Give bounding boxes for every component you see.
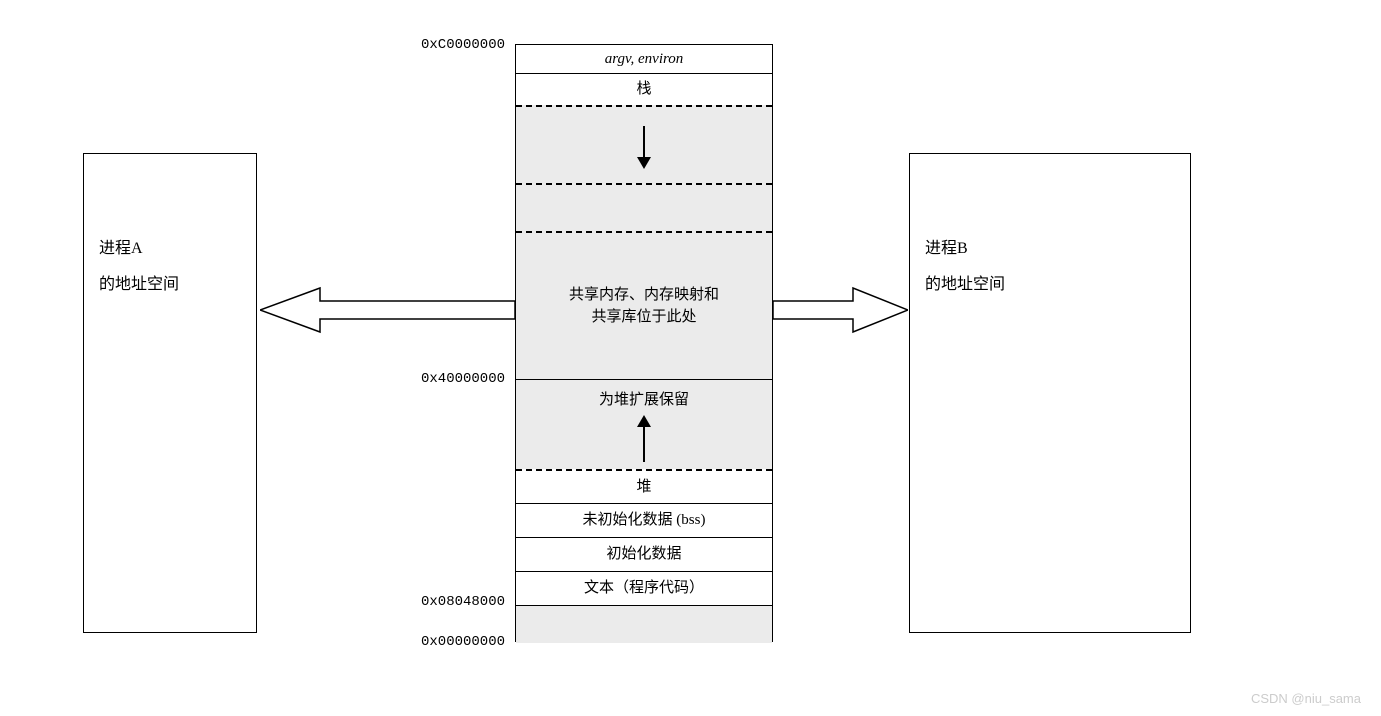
memory-segment-5: 为堆扩展保留 [516, 379, 772, 469]
arrow-right [773, 286, 908, 334]
memory-segment-9: 文本（程序代码） [516, 571, 772, 605]
segment-label: argv, environ [605, 48, 684, 71]
memory-segment-10 [516, 605, 772, 643]
memory-segment-4: 共享内存、内存映射和 共享库位于此处 [516, 231, 772, 379]
memory-layout-column: argv, environ 栈共享内存、内存映射和 共享库位于此处为堆扩展保留堆未… [515, 44, 773, 642]
process-a-label-1: 进程A [99, 234, 241, 258]
watermark: CSDN @niu_sama [1251, 691, 1361, 706]
process-a-box: 进程A 的地址空间 [83, 153, 257, 633]
process-b-box: 进程B 的地址空间 [909, 153, 1191, 633]
memory-segment-0: argv, environ [516, 45, 772, 73]
segment-label: 共享内存、内存映射和 共享库位于此处 [569, 284, 719, 329]
arrow-up-icon [634, 415, 654, 464]
memory-segment-6: 堆 [516, 469, 772, 503]
segment-label: 堆 [636, 476, 651, 499]
process-b-label-1: 进程B [925, 234, 1175, 258]
address-label-3: 0x00000000 [421, 634, 505, 650]
process-a-label-2: 的地址空间 [99, 270, 241, 294]
memory-segment-1: 栈 [516, 73, 772, 105]
address-label-2: 0x08048000 [421, 594, 505, 610]
address-label-1: 0x40000000 [421, 371, 505, 387]
segment-label: 初始化数据 [606, 543, 681, 566]
arrow-down-icon [634, 124, 654, 173]
memory-segment-8: 初始化数据 [516, 537, 772, 571]
segment-label: 为堆扩展保留 [599, 388, 689, 409]
arrow-left [260, 286, 515, 334]
memory-segment-7: 未初始化数据 (bss) [516, 503, 772, 537]
process-b-label-2: 的地址空间 [925, 270, 1175, 294]
address-label-0: 0xC0000000 [421, 37, 505, 53]
memory-segment-3 [516, 183, 772, 231]
segment-label: 栈 [636, 78, 651, 101]
segment-label: 未初始化数据 (bss) [583, 509, 706, 532]
memory-segment-2 [516, 105, 772, 183]
segment-label: 文本（程序代码） [584, 577, 704, 600]
